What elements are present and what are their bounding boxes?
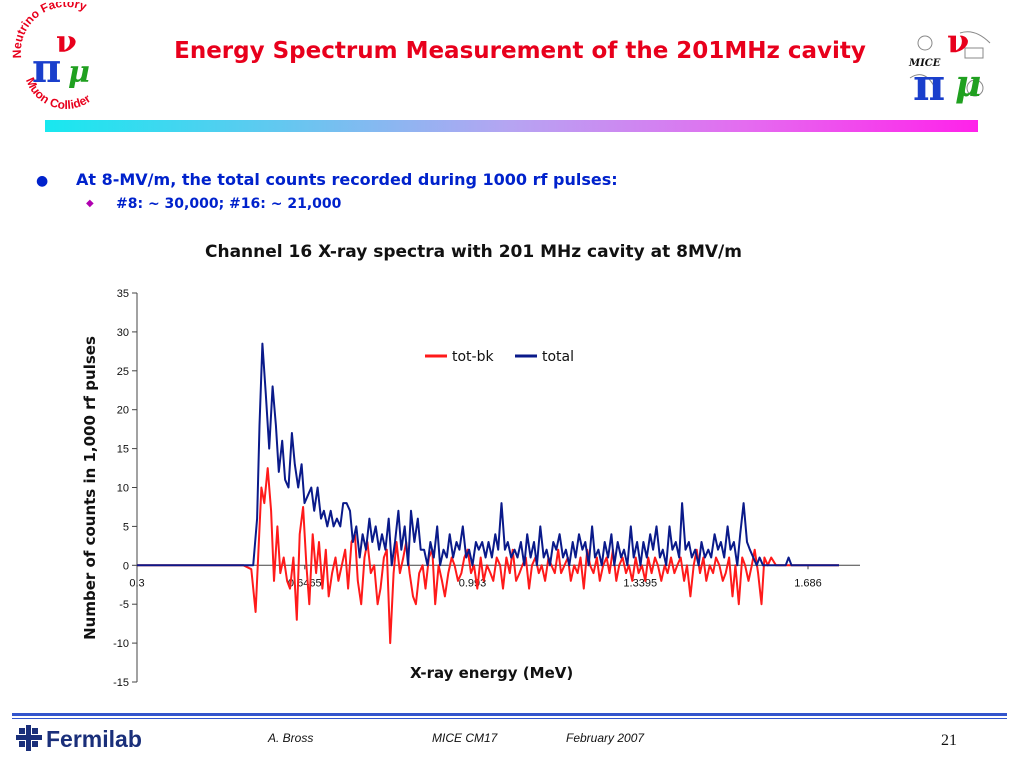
xray-spectrum-chart: 35 30 25 20 15 10 5 0 -5 -10 -15 0.3 0.6465 0.993 1.33… — [113, 288, 860, 689]
footer-author: A. Bross — [268, 731, 314, 745]
footer-date: February 2007 — [566, 731, 645, 745]
bullet-1-text: At 8-MV/m, the total counts recorded dur… — [76, 170, 618, 189]
svg-text:π: π — [32, 45, 61, 92]
y-tick-label: 5 — [123, 521, 129, 533]
fermilab-icon — [16, 725, 42, 751]
y-tick-label: 30 — [117, 327, 129, 339]
y-tick-label: 20 — [117, 405, 129, 417]
bullet-diamond-icon: ◆ — [86, 198, 94, 209]
svg-text:π: π — [913, 60, 945, 111]
bullet-2-text: #8: ~ 30,000; #16: ~ 21,000 — [116, 196, 342, 212]
chart-title: Channel 16 X-ray spectra with 201 MHz ca… — [205, 242, 742, 262]
x-tick-label: 0.6465 — [288, 577, 322, 589]
neutrino-factory-logo: Neutrino Factory Muon Collider π ν μ — [10, 2, 93, 112]
y-tick-label: 0 — [123, 560, 129, 572]
bullet-dot-icon: ● — [36, 173, 49, 189]
mice-logo-text: MICE — [908, 58, 941, 69]
slide-title: Energy Spectrum Measurement of the 201MH… — [174, 38, 866, 64]
y-tick-label: -10 — [113, 638, 129, 650]
title-gradient-bar — [45, 120, 978, 132]
x-tick-label: 1.686 — [794, 577, 822, 589]
chart-y-axis-label: Number of counts in 1,000 rf pulses — [81, 336, 99, 640]
svg-text:ν: ν — [56, 25, 77, 60]
chart-x-axis-label: X-ray energy (MeV) — [410, 664, 574, 682]
footer-meeting: MICE CM17 — [432, 731, 498, 745]
mice-logo: MICE π ν μ — [908, 22, 991, 111]
legend-label-total: total — [542, 349, 574, 365]
y-tick-label: 15 — [117, 444, 129, 456]
svg-text:μ: μ — [955, 63, 981, 105]
page-number: 21 — [941, 732, 957, 749]
footer-divider-thin — [12, 718, 1007, 719]
y-tick-label: 10 — [117, 483, 129, 495]
series-line-tot-bk — [137, 467, 839, 645]
svg-text:ν: ν — [947, 22, 969, 60]
y-tick-label: 35 — [117, 288, 129, 300]
x-tick-label: 0.993 — [459, 577, 487, 589]
fermilab-logo: Fermilab — [14, 723, 164, 759]
svg-text:μ: μ — [68, 55, 90, 90]
series-line-total — [137, 342, 839, 567]
fermilab-logo-text: Fermilab — [46, 726, 142, 752]
x-tick-label: 0.3 — [129, 577, 144, 589]
legend-label-tot-bk: tot-bk — [452, 349, 494, 365]
y-tick-label: 25 — [117, 366, 129, 378]
x-tick-label: 1.3395 — [623, 577, 657, 589]
y-tick-label: -15 — [113, 677, 129, 689]
y-tick-label: -5 — [119, 599, 129, 611]
footer-divider-thick — [12, 713, 1007, 716]
